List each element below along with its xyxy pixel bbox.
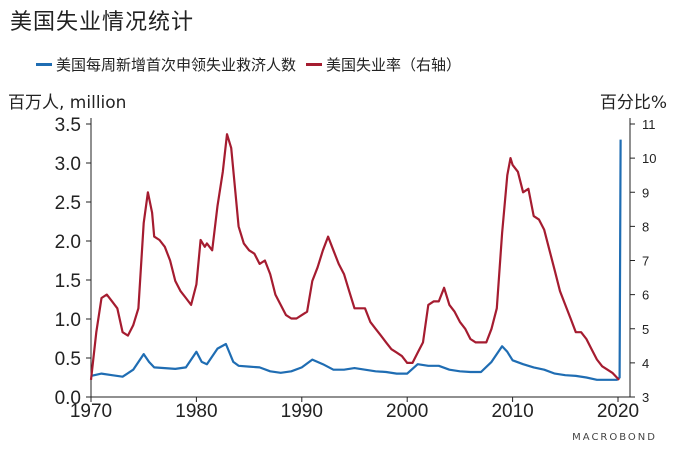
left-tick-label: 1.5	[55, 271, 81, 292]
right-tick-label: 5	[642, 322, 649, 337]
x-tick-label: 1980	[175, 401, 217, 422]
right-tick-label: 6	[642, 288, 649, 303]
chart-legend: 美国每周新增首次申领失业救济人数 美国失业率（右轴）	[36, 54, 461, 75]
left-tick-label: 3.5	[55, 115, 81, 136]
unemployment-rate-line	[89, 133, 620, 381]
legend-swatch-claims	[36, 63, 52, 66]
right-axis-label: 百分比%	[599, 93, 667, 113]
right-tick-label: 10	[642, 151, 656, 166]
left-tick-label: 2.5	[55, 193, 81, 214]
right-tick-label: 8	[642, 219, 649, 234]
legend-swatch-unemployment	[306, 63, 323, 66]
left-tick-label: 2.0	[55, 232, 81, 253]
right-tick-label: 11	[642, 117, 656, 132]
right-tick-label: 9	[642, 185, 649, 200]
chart-title: 美国失业情况统计	[10, 10, 195, 35]
legend-label-claims: 美国每周新增首次申领失业救济人数	[56, 56, 297, 74]
source-watermark: MACROBOND	[572, 432, 657, 443]
x-tick-label: 2020	[597, 401, 639, 422]
legend-label-unemployment: 美国失业率（右轴）	[326, 56, 462, 74]
x-tick-label: 1990	[281, 401, 323, 422]
right-tick-label: 7	[642, 254, 649, 269]
left-axis-label: 百万人, million	[8, 93, 127, 113]
left-tick-label: 0.5	[55, 349, 81, 370]
right-tick-label: 4	[642, 356, 649, 371]
legend-item-unemployment: 美国失业率（右轴）	[306, 54, 461, 75]
x-tick-label: 2000	[386, 401, 428, 422]
left-tick-label: 0.0	[55, 388, 81, 409]
x-tick-label: 2010	[491, 401, 533, 422]
legend-item-claims: 美国每周新增首次申领失业救济人数	[36, 54, 296, 75]
left-tick-label: 1.0	[55, 310, 81, 331]
right-tick-label: 3	[642, 390, 649, 405]
left-tick-label: 3.0	[55, 154, 81, 175]
initial-claims-line	[90, 139, 622, 381]
x-tick-label: 1970	[70, 401, 112, 422]
